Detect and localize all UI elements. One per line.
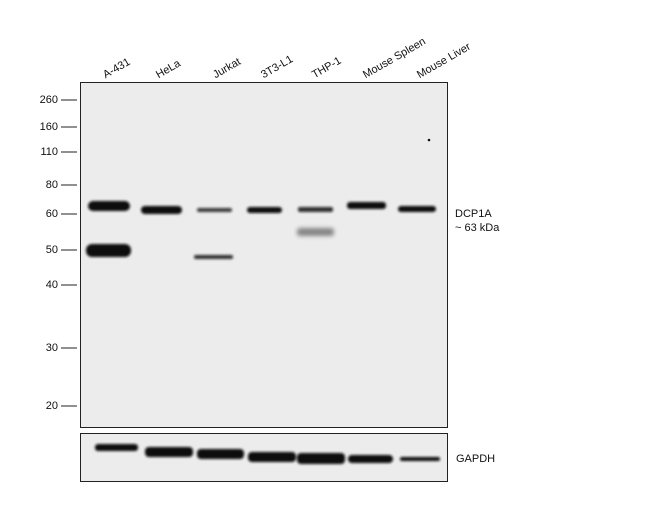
marker-label: 160	[40, 121, 58, 133]
marker-label: 60	[46, 208, 58, 220]
band	[88, 201, 130, 211]
band	[197, 208, 232, 212]
band	[400, 457, 440, 461]
bands	[86, 201, 440, 464]
lane-label: THP-1	[310, 55, 344, 81]
band	[298, 207, 333, 212]
band	[247, 207, 282, 213]
loading-control-label: GAPDH	[456, 453, 495, 465]
blot-panel	[80, 82, 448, 428]
lane-label: Jurkat	[211, 56, 243, 81]
smear	[297, 228, 334, 236]
band	[248, 452, 296, 462]
marker-label: 110	[40, 146, 58, 158]
marker-label: 260	[40, 94, 58, 106]
marker-label: 80	[46, 179, 58, 191]
band	[297, 453, 345, 464]
lane-label: A-431	[101, 56, 132, 81]
band	[194, 255, 233, 259]
band	[398, 206, 436, 212]
target-name: DCP1A	[455, 208, 492, 220]
band	[197, 449, 244, 459]
marker-label: 30	[46, 342, 58, 354]
band	[95, 444, 138, 451]
marker-label: 20	[46, 400, 58, 412]
target-size: ~ 63 kDa	[455, 222, 500, 234]
lane-label: HeLa	[154, 57, 184, 81]
band	[348, 455, 393, 463]
band	[141, 206, 182, 214]
marker-label: 50	[46, 244, 58, 256]
band	[86, 244, 131, 257]
speck	[427, 138, 431, 142]
band	[347, 202, 386, 209]
band	[145, 447, 193, 457]
lane-label: 3T3-L1	[259, 53, 295, 81]
marker-label: 40	[46, 279, 58, 291]
